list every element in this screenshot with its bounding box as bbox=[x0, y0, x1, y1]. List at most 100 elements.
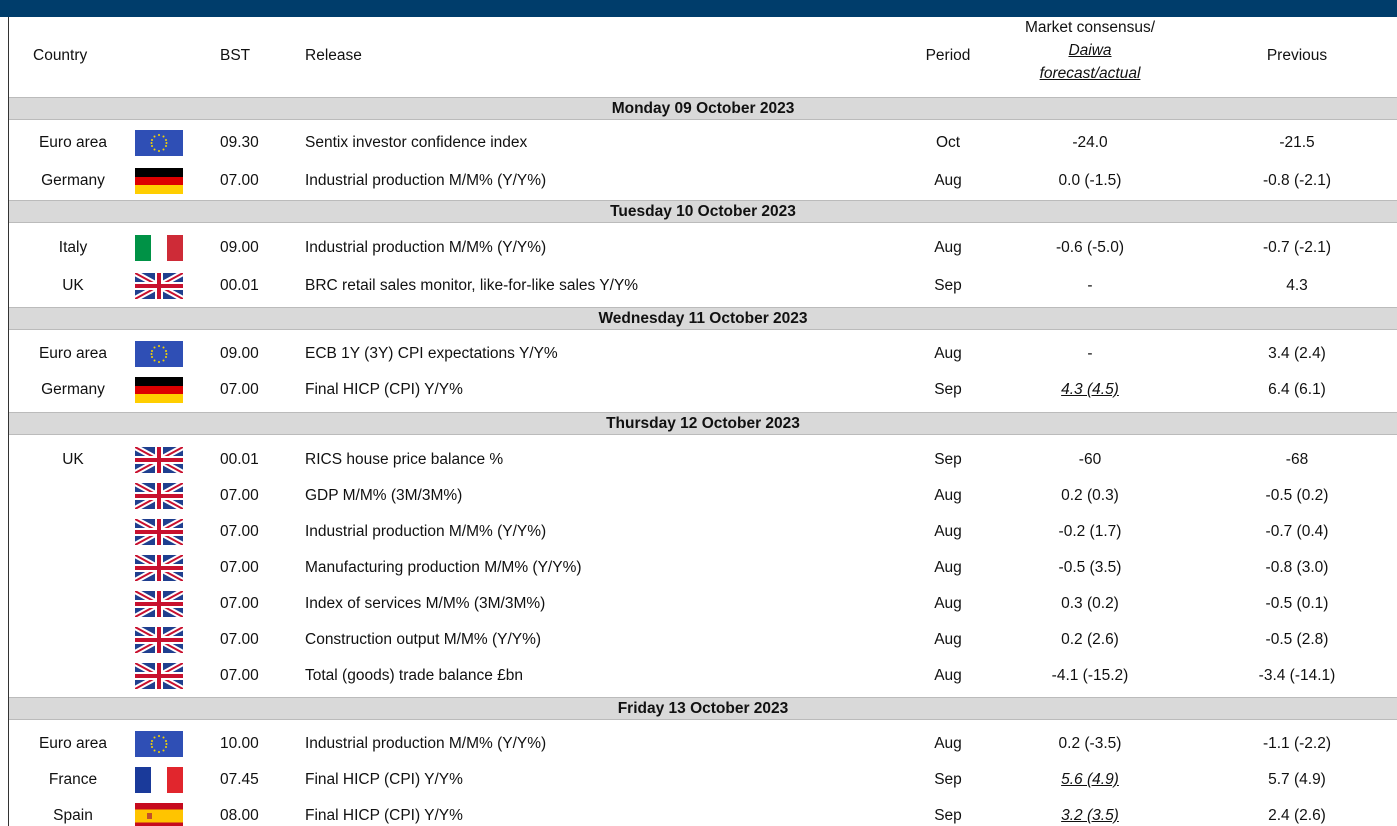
bst: 00.01 bbox=[220, 277, 259, 294]
consensus: -24.0 bbox=[1072, 134, 1108, 151]
consensus: 5.6 (4.9) bbox=[1061, 771, 1119, 788]
country: France bbox=[48, 771, 98, 788]
consensus: -0.5 (3.5) bbox=[1058, 559, 1122, 576]
day-header: Tuesday 10 October 2023 bbox=[9, 200, 1397, 223]
previous: 5.7 (4.9) bbox=[1268, 771, 1326, 788]
consensus: 0.2 (0.3) bbox=[1061, 487, 1119, 504]
period: Oct bbox=[935, 134, 961, 151]
row: Spain 08.00 Final HICP (CPI) Y/Y% Sep 3.2 (3… bbox=[9, 798, 1397, 826]
country: Euro area bbox=[38, 735, 108, 752]
country: UK bbox=[62, 451, 84, 468]
release: ECB 1Y (3Y) CPI expectations Y/Y% bbox=[305, 345, 558, 362]
flag bbox=[135, 519, 183, 545]
bst: 07.00 bbox=[220, 595, 259, 612]
consensus: -0.2 (1.7) bbox=[1058, 523, 1122, 540]
period: Aug bbox=[934, 523, 962, 540]
release: Industrial production M/M% (Y/Y%) bbox=[305, 239, 547, 256]
previous: 3.4 (2.4) bbox=[1268, 345, 1326, 362]
country: Italy bbox=[58, 239, 88, 256]
flag bbox=[135, 273, 183, 299]
day-header: Friday 13 October 2023 bbox=[9, 697, 1397, 720]
row: Euro area 09.30 Sentix investor confidence… bbox=[9, 125, 1397, 161]
col-release: Release bbox=[305, 47, 362, 64]
consensus: -60 bbox=[1078, 451, 1102, 468]
bst: 07.45 bbox=[220, 771, 259, 788]
row: 07.00 Total (goods) trade balance £bn Aug -… bbox=[9, 658, 1397, 694]
flag bbox=[135, 663, 183, 689]
period: Aug bbox=[934, 595, 962, 612]
bst: 07.00 bbox=[220, 667, 259, 684]
col-consensus: forecast/actual bbox=[1039, 65, 1141, 82]
bst: 10.00 bbox=[220, 735, 259, 752]
left-border bbox=[8, 17, 9, 826]
col-previous: Previous bbox=[1266, 47, 1328, 64]
bst: 09.30 bbox=[220, 134, 259, 151]
day-header: Wednesday 11 October 2023 bbox=[9, 307, 1397, 330]
row: 07.00 GDP M/M% (3M/3M%) Aug 0.2 (0.3) -0.5 (… bbox=[9, 478, 1397, 514]
consensus: 4.3 (4.5) bbox=[1061, 381, 1119, 398]
row: 07.00 Manufacturing production M/M% (Y/Y%… bbox=[9, 550, 1397, 586]
period: Aug bbox=[934, 487, 962, 504]
flag bbox=[135, 731, 183, 757]
bst: 07.00 bbox=[220, 172, 259, 189]
consensus: - bbox=[1087, 345, 1093, 362]
country: Euro area bbox=[38, 345, 108, 362]
flag bbox=[135, 627, 183, 653]
consensus: 3.2 (3.5) bbox=[1061, 807, 1119, 824]
country: Spain bbox=[53, 807, 93, 824]
consensus: - bbox=[1087, 277, 1093, 294]
col-consensus: Daiwa bbox=[1068, 42, 1112, 59]
country: Germany bbox=[41, 172, 105, 189]
flag bbox=[135, 168, 183, 194]
row: 07.00 Industrial production M/M% (Y/Y%) Au… bbox=[9, 514, 1397, 550]
consensus: -0.6 (-5.0) bbox=[1055, 239, 1125, 256]
day-header: Thursday 12 October 2023 bbox=[9, 412, 1397, 435]
flag bbox=[135, 555, 183, 581]
flag bbox=[135, 377, 183, 403]
row: 07.00 Construction output M/M% (Y/Y%) Aug 0… bbox=[9, 622, 1397, 658]
flag bbox=[135, 235, 183, 261]
consensus: 0.2 (-3.5) bbox=[1058, 735, 1122, 752]
country: Germany bbox=[41, 381, 105, 398]
period: Sep bbox=[934, 451, 962, 468]
release: GDP M/M% (3M/3M%) bbox=[305, 487, 463, 504]
row: UK 00.01 RICS house price balance % Sep -60 -… bbox=[9, 442, 1397, 478]
consensus: 0.0 (-1.5) bbox=[1058, 172, 1122, 189]
previous: 6.4 (6.1) bbox=[1268, 381, 1326, 398]
release: Final HICP (CPI) Y/Y% bbox=[305, 807, 463, 824]
period: Sep bbox=[934, 381, 962, 398]
flag bbox=[135, 130, 183, 156]
bst: 07.00 bbox=[220, 523, 259, 540]
bst: 00.01 bbox=[220, 451, 259, 468]
header-row: Country BST Release Period Market consen… bbox=[9, 17, 1397, 97]
row: France 07.45 Final HICP (CPI) Y/Y% Sep 5.6 (… bbox=[9, 762, 1397, 798]
period: Sep bbox=[934, 771, 962, 788]
release: BRC retail sales monitor, like-for-like … bbox=[305, 277, 639, 294]
bst: 07.00 bbox=[220, 631, 259, 648]
period: Aug bbox=[934, 345, 962, 362]
flag bbox=[135, 341, 183, 367]
row: 07.00 Index of services M/M% (3M/3M%) Aug 0… bbox=[9, 586, 1397, 622]
period: Aug bbox=[934, 667, 962, 684]
country: UK bbox=[62, 277, 84, 294]
previous: -3.4 (-14.1) bbox=[1258, 667, 1336, 684]
bst: 07.00 bbox=[220, 559, 259, 576]
previous: 4.3 bbox=[1286, 277, 1308, 294]
previous: -0.7 (-2.1) bbox=[1262, 239, 1332, 256]
release: RICS house price balance % bbox=[305, 451, 504, 468]
top-bar bbox=[0, 0, 1397, 17]
previous: -0.5 (0.2) bbox=[1265, 487, 1329, 504]
bst: 09.00 bbox=[220, 239, 259, 256]
release: Index of services M/M% (3M/3M%) bbox=[305, 595, 546, 612]
row: Euro area 09.00 ECB 1Y (3Y) CPI expectatio… bbox=[9, 336, 1397, 372]
release: Total (goods) trade balance £bn bbox=[305, 667, 524, 684]
release: Construction output M/M% (Y/Y%) bbox=[305, 631, 542, 648]
col-country: Country bbox=[33, 47, 88, 64]
release: Sentix investor confidence index bbox=[305, 134, 528, 151]
previous: -0.7 (0.4) bbox=[1265, 523, 1329, 540]
period: Aug bbox=[934, 631, 962, 648]
day-header: Monday 09 October 2023 bbox=[9, 97, 1397, 120]
period: Aug bbox=[934, 735, 962, 752]
release: Industrial production M/M% (Y/Y%) bbox=[305, 172, 547, 189]
